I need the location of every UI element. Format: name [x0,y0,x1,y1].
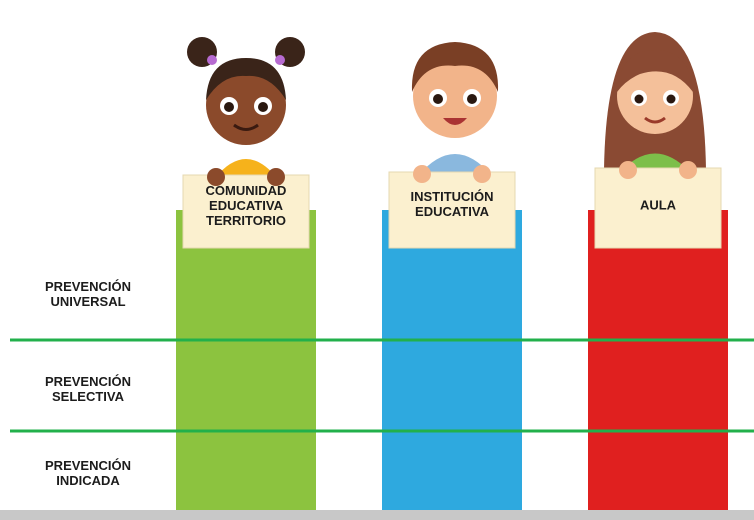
column-label: COMUNIDAD [206,183,287,198]
column-label: EDUCATIVA [209,198,284,213]
column-bar [588,210,728,515]
row-label: PREVENCIÓN [45,374,131,389]
hand [413,165,431,183]
column-label: INSTITUCIÓN [410,189,493,204]
column-bar [382,210,522,515]
diagram: COMUNIDADEDUCATIVATERRITORIOINSTITUCIÓNE… [0,0,754,520]
row-label: PREVENCIÓN [45,458,131,473]
row-label: UNIVERSAL [50,294,125,309]
columns [176,210,728,515]
column-bar [176,210,316,515]
page: COMUNIDADEDUCATIVATERRITORIOINSTITUCIÓNE… [0,0,754,520]
column-label: AULA [640,197,677,212]
column-label: EDUCATIVA [415,204,490,219]
hand [679,161,697,179]
row-label: PREVENCIÓN [45,279,131,294]
floor [0,510,754,520]
hand [619,161,637,179]
column-label: TERRITORIO [206,213,286,228]
hand [473,165,491,183]
row-label: INDICADA [56,473,120,488]
row-label: SELECTIVA [52,389,125,404]
